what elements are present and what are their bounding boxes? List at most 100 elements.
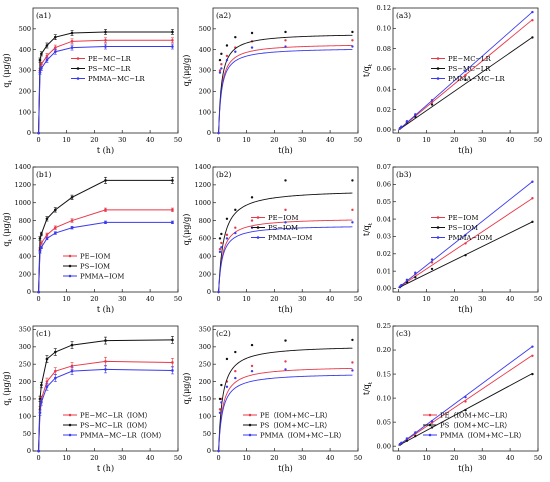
data-point [218,247,222,251]
data-point [250,343,254,347]
legend-label: PE−IOM [448,214,478,222]
y-tick-label: 0.15 [377,370,391,378]
panel-c3: 0 10 20 30 40 50 0.00 0.05 0.10 0.15 0.20 0.25 t(h) t… [362,322,542,473]
panel-a2: 0 10 20 30 40 500100200300400500t(h)qt(μg/g)(… [182,7,362,155]
y-tick-label: 0.04 [377,86,391,94]
data-point [400,283,403,287]
legend-label: PE−IOM [80,253,110,261]
y-tick-label: 0 [27,129,31,137]
y-tick-label: 300 [19,67,31,75]
data-point [351,45,354,48]
x-tick-label: 30 [298,136,306,144]
fit-curve [218,226,353,293]
data-point [70,31,74,35]
legend-marker [76,57,80,60]
legend-marker [428,413,432,417]
y-tick-label: 200 [199,270,211,278]
y-tick-label: 0.20 [377,346,391,354]
data-point [171,208,174,212]
y-tick-label: 1200 [14,181,31,189]
fit-line [398,354,533,446]
y-tick-label: 800 [19,217,31,225]
data-point [45,380,49,383]
y-tick-label: 400 [19,46,31,54]
data-point [414,434,417,438]
x-tick-label: 30 [298,295,306,303]
legend-marker [68,264,72,268]
legend-label: PMMA−MC−LR（IOM） [80,432,165,440]
data-point [531,18,534,22]
data-point [218,408,222,411]
legend-label: PS−IOM [448,224,478,232]
x-tick-label: 0 [397,454,401,462]
data-point [405,437,409,440]
data-point [464,408,467,412]
data-point [225,58,229,62]
legend-label: PS（IOM+MC−LR） [440,422,511,430]
data-point [104,38,107,42]
x-tick-label: 0 [37,454,41,462]
data-point [284,179,287,182]
x-tick-label: 40 [146,454,154,462]
x-tick-label: 30 [298,454,306,462]
data-point [104,221,107,224]
x-tick-label: 10 [62,295,70,303]
x-tick-label: 40 [326,295,334,303]
data-point [234,208,237,212]
data-point [217,290,220,294]
legend-marker [68,423,72,427]
y-axis-label: qt(μg/g) [182,214,194,246]
data-point [414,113,417,116]
legend-marker [68,254,72,258]
y-tick-label: 1000 [194,199,211,207]
x-tick-label: 20 [450,454,458,462]
data-point [38,250,42,254]
data-point [531,10,534,14]
y-tick-label: 0.10 [377,394,391,402]
data-point [464,395,467,399]
data-point [54,50,57,54]
legend-marker [256,226,260,229]
y-tick-label: 0 [207,129,211,137]
x-axis-label: t (h) [97,464,114,473]
y-tick-label: 1400 [14,163,31,171]
x-tick-label: 0 [217,454,221,462]
y-tick-label: 50 [23,430,31,438]
data-point [414,431,417,434]
y-tick-label: 100 [19,108,31,116]
x-tick-label: 20 [450,136,458,144]
data-point [70,196,74,199]
panel-c1: 0 10 20 30 40 50 0 50 100 150 200 250 300 350 t (h) qt … [2,325,182,473]
data-point [284,30,287,34]
x-axis-label: t(h) [458,305,473,314]
legend-marker [436,67,440,70]
data-point [37,449,40,453]
data-point [54,350,57,354]
data-point [171,30,174,34]
fit-curve [218,49,353,134]
data-point [70,219,74,222]
legend-label: PMMA−MC−LR [88,75,145,83]
y-axis-label: qt (μg/g) [2,53,14,87]
data-point [531,345,534,348]
x-tick-label: 10 [422,454,430,462]
y-tick-label: 200 [19,378,31,386]
data-point [45,237,49,240]
x-tick-label: 10 [422,295,430,303]
data-point [220,246,223,249]
data-point [284,221,287,224]
data-point [218,237,222,240]
data-point [400,125,403,128]
y-tick-label: 500 [199,25,211,33]
data-point [464,70,467,73]
data-point [234,231,237,235]
plot-frame-a2 [212,7,359,134]
x-tick-label: 50 [534,136,542,144]
legend-label: PE（IOM+MC−LR） [440,412,512,420]
data-point [104,45,107,48]
panel-label: (a1) [36,11,51,20]
x-tick-label: 30 [478,295,486,303]
y-tick-label: 200 [19,88,31,96]
data-point [54,369,57,373]
y-tick-label: 0.05 [377,418,391,426]
